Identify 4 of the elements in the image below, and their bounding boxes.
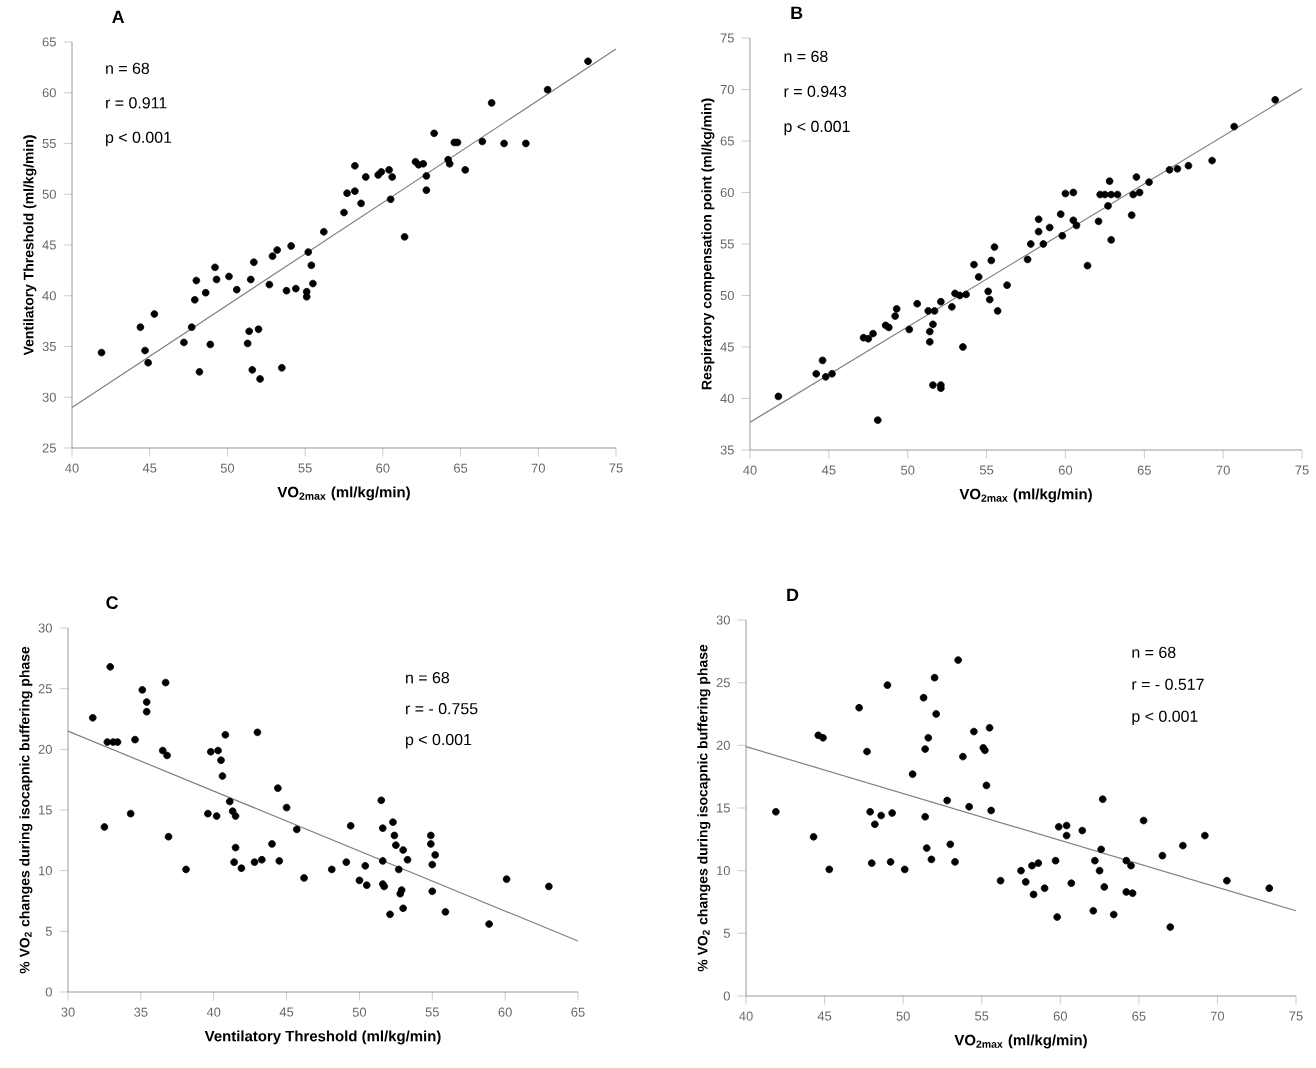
chart-title: A: [112, 10, 125, 23]
chart-title: D: [787, 588, 799, 601]
chart-title: B: [791, 6, 803, 19]
chart-title: C: [106, 596, 119, 610]
